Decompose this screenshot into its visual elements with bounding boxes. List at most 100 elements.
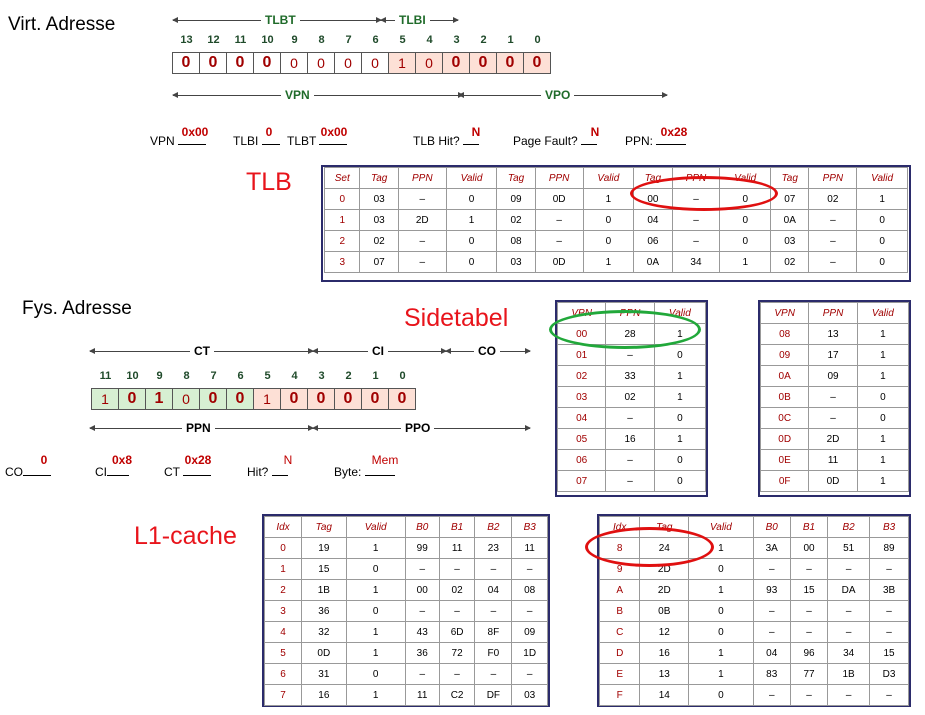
table-cell: – bbox=[869, 600, 909, 622]
table-cell: 0 bbox=[582, 209, 635, 231]
bit-number: 6 bbox=[237, 370, 244, 382]
ci-field: CI 0x8 bbox=[95, 453, 132, 479]
bit-number: 2 bbox=[345, 370, 352, 382]
table-cell: – bbox=[438, 663, 476, 685]
table-cell: 1 bbox=[345, 684, 406, 706]
table-cell: – bbox=[752, 600, 791, 622]
cache-right-frame bbox=[597, 514, 911, 707]
co-label: CO bbox=[474, 344, 500, 358]
table-cell: 1 bbox=[688, 579, 754, 601]
bit-cell: 0 bbox=[199, 388, 227, 410]
table-cell: – bbox=[789, 600, 829, 622]
table-cell: 0 bbox=[653, 407, 707, 429]
table-cell: – bbox=[404, 663, 440, 685]
table-cell: – bbox=[808, 251, 858, 273]
tlbi-field: TLBI 0 bbox=[233, 125, 280, 148]
table-cell: – bbox=[808, 209, 858, 231]
ci-label: CI bbox=[368, 344, 388, 358]
vpn-label: VPN bbox=[281, 88, 314, 102]
table-row: 0F 0D 1 bbox=[759, 470, 910, 492]
table-cell: 13 bbox=[639, 663, 690, 685]
table-cell: 93 bbox=[752, 579, 791, 601]
ct-field-value: 0x28 bbox=[184, 453, 212, 467]
column-header: PPN bbox=[808, 167, 858, 189]
table-cell: 09 bbox=[808, 365, 858, 387]
table-cell: 1 bbox=[323, 209, 361, 231]
table-cell: – bbox=[752, 684, 791, 706]
table-cell: 16 bbox=[605, 428, 655, 450]
table-cell: 0 bbox=[653, 449, 707, 471]
table-row: E 13 1 83 77 1B D3 bbox=[598, 663, 909, 685]
table-cell: 0A bbox=[770, 209, 810, 231]
table-row: 0C –0 bbox=[759, 407, 910, 429]
ppo-label: PPO bbox=[401, 421, 435, 435]
byte-field-value: Mem bbox=[371, 453, 399, 467]
table-cell: 34 bbox=[827, 642, 871, 664]
bit-number: 1 bbox=[372, 370, 379, 382]
bit-cell: 0 bbox=[253, 52, 281, 74]
table-cell: – bbox=[511, 663, 548, 685]
table-cell: 96 bbox=[789, 642, 829, 664]
table-cell: – bbox=[474, 600, 513, 622]
table-cell: 03 bbox=[359, 188, 399, 210]
ct-field: CT 0x28 bbox=[164, 453, 211, 479]
table-cell: 09 bbox=[511, 621, 548, 643]
table-row: 0A 09 1 bbox=[759, 365, 910, 387]
byte-field-label: Byte: bbox=[334, 465, 362, 479]
table-cell: 3B bbox=[869, 579, 909, 601]
bit-number: 3 bbox=[453, 34, 460, 46]
bit-number: 0 bbox=[399, 370, 406, 382]
tlb-highlight-oval bbox=[630, 176, 778, 211]
table-cell: 99 bbox=[404, 537, 440, 559]
bit-cell: 0 bbox=[280, 388, 308, 410]
table-row: 0 19 1 99 11 23 11 bbox=[264, 537, 548, 559]
table-cell: D bbox=[598, 642, 641, 664]
bit-number: 12 bbox=[207, 34, 220, 46]
table-cell: – bbox=[789, 558, 829, 580]
bit-number: 11 bbox=[99, 370, 112, 382]
table-cell: DA bbox=[827, 579, 871, 601]
bit-cell: 0 bbox=[172, 388, 200, 410]
table-cell: 04 bbox=[633, 209, 673, 231]
table-cell: – bbox=[605, 470, 655, 492]
co-field: CO 0 bbox=[5, 453, 51, 479]
tlb-title: TLB bbox=[246, 168, 292, 196]
table-row: 09 17 1 bbox=[759, 344, 910, 366]
table-cell: 2 bbox=[323, 230, 361, 252]
tlbi-field-label: TLBI bbox=[233, 134, 259, 148]
bit-cell: 0 bbox=[442, 52, 470, 74]
bit-cell: 0 bbox=[415, 52, 443, 74]
table-cell: 0 bbox=[856, 209, 908, 231]
table-cell: 1 bbox=[653, 386, 707, 408]
table-cell: – bbox=[397, 230, 447, 252]
table-row: 0 03–0 09 0D 1 00–0 07 02 1 bbox=[323, 188, 908, 210]
table-cell: 03 bbox=[556, 386, 607, 408]
table-cell: 02 bbox=[605, 386, 655, 408]
table-cell: 0D bbox=[300, 642, 347, 664]
table-cell: 3A bbox=[752, 537, 791, 559]
column-header: B3 bbox=[511, 516, 548, 538]
table-cell: 7 bbox=[264, 684, 302, 706]
table-cell: 11 bbox=[511, 537, 548, 559]
table-cell: 0 bbox=[345, 663, 406, 685]
bit-number: 1 bbox=[507, 34, 514, 46]
table-cell: F bbox=[598, 684, 641, 706]
table-cell: 1D bbox=[511, 642, 548, 664]
table-cell: 0E bbox=[759, 449, 810, 471]
table-cell: 0 bbox=[323, 188, 361, 210]
table-row: F 14 0– – – – bbox=[598, 684, 909, 706]
table-cell: 1 bbox=[345, 579, 406, 601]
table-cell: – bbox=[671, 209, 721, 231]
cache-hit-label: Hit? bbox=[247, 465, 269, 479]
cache-hit-field: Hit? N bbox=[247, 453, 292, 479]
table-cell: 3 bbox=[323, 251, 361, 273]
table-cell: 1 bbox=[856, 365, 910, 387]
table-cell: 02 bbox=[770, 251, 810, 273]
table-cell: 0 bbox=[688, 558, 754, 580]
table-row: 3 36 0– – – – bbox=[264, 600, 548, 622]
column-header: B2 bbox=[474, 516, 513, 538]
table-row: 04–0 bbox=[556, 407, 707, 429]
table-cell: 36 bbox=[404, 642, 440, 664]
table-row: 0B –0 bbox=[759, 386, 910, 408]
ci-field-label: CI bbox=[95, 465, 107, 479]
